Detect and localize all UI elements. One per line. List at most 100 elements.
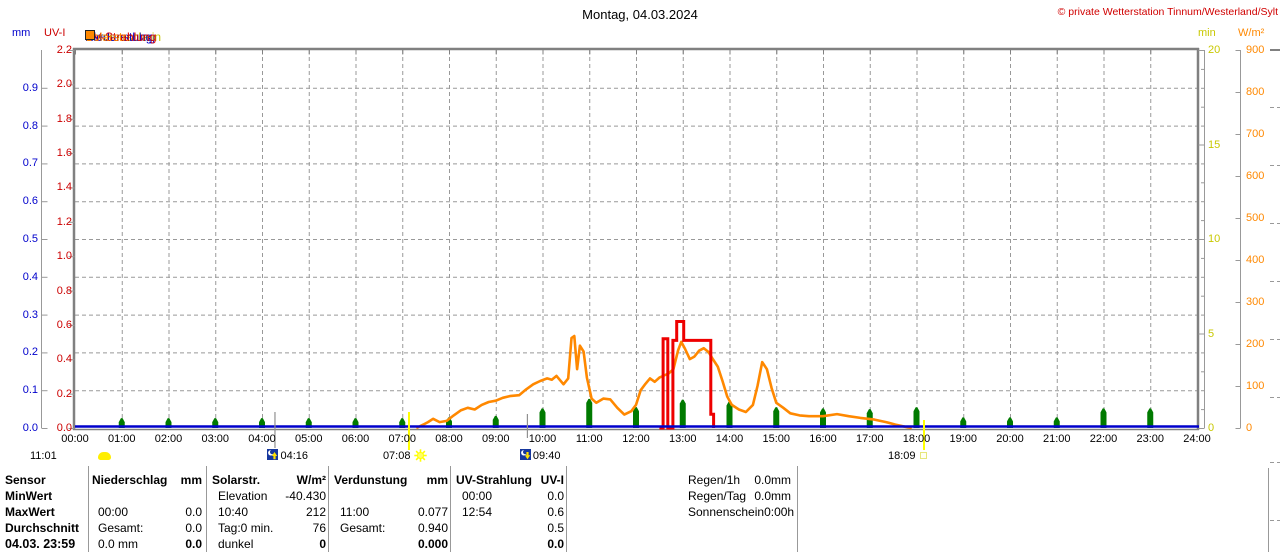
verdunstung-bar [586,398,593,428]
x-axis-tick-label: 02:00 [154,433,183,445]
table-row-label: Sensor [5,473,46,487]
mm-tick-label: 0.6 [22,195,38,208]
extra-label: Regen/Tag [688,489,747,503]
table-row-label: 04.03. 23:59 [5,537,76,551]
verdunstung-bar [492,415,499,428]
min-tick-label: 10 [1208,233,1221,245]
legend-swatch [85,30,95,40]
table-cell-row: 10:40 212 [212,505,326,519]
cell-value: 0.0 [547,537,564,551]
table-cell-row: 00:00 0.0 [456,489,564,503]
cell-value: 0 [319,537,326,551]
mm-tick-label: 0.7 [22,157,38,170]
moonset-time-label: 09:40 [532,450,561,462]
cell-value: 0.000 [417,537,448,551]
table-cell-row [334,489,448,503]
cell-value: 0.6 [547,505,564,519]
x-axis-tick-label: 16:00 [809,433,837,445]
verdunstung-bar [820,408,826,428]
legend-label: Niederschlag [85,30,156,44]
column-name: UV-Strahlung [456,473,533,487]
uvi-tick-label: 1.8 [56,112,72,125]
uvi-tick-label: 0.8 [56,284,72,297]
legend-label: UV-Strahlung [85,30,157,44]
min-tick-label: 20 [1208,44,1221,56]
cell-value: 212 [305,505,326,519]
table-cell-row: dunkel 0 [212,537,326,551]
uvi-tick-label: 0.4 [56,353,72,366]
cell-value: 0.0 [185,505,202,519]
right-axis-unit-wm2: W/m² [1238,27,1265,39]
day-length-sun-icon [98,452,111,460]
uvi-tick-label: 0.0 [56,422,72,434]
wm2-tick-label: 500 [1246,212,1265,224]
uv-line [659,320,716,430]
wm2-tick-label: 200 [1246,338,1265,350]
table-cell-row [92,489,202,503]
page-title: Montag, 04.03.2024 [582,7,698,22]
cell-value: 0.5 [547,521,564,535]
min-tick-label: 15 [1208,138,1221,151]
table-column-header: UV-Strahlung UV-I [456,473,564,487]
wm2-tick-label: 600 [1246,170,1265,182]
legend-item-solarstr: Solarstr. [85,30,129,44]
min-tick-label: 0 [1208,422,1215,434]
cell-name [456,537,462,551]
station-copyright: © private Wetterstation Tinnum/Westerlan… [1057,6,1278,18]
x-axis-tick-label: 20:00 [996,433,1024,445]
x-axis-tick-label: 13:00 [668,433,697,445]
verdunstung-bar [539,408,546,428]
x-axis-tick-label: 18:00 [902,433,931,445]
sunset-below-horizon-icon [919,452,927,459]
wm2-tick-label: 800 [1246,86,1265,98]
wm2-tick-label: 0 [1246,422,1253,434]
uvi-tick-label: 1.4 [56,181,72,194]
x-axis-tick-label: 08:00 [435,433,463,445]
cell-name: 10:40 [218,505,249,519]
uvi-tick-label: 1.6 [56,147,72,160]
x-axis-tick-label: 15:00 [762,433,791,445]
table-cell-row: Elevation -40.430 [212,489,326,503]
x-axis-tick-label: 03:00 [201,433,230,445]
x-axis-tick-label: 04:00 [248,433,276,445]
table-column-header: Niederschlag mm [92,473,202,487]
cell-value: 0.0 [185,521,202,535]
mm-tick-label: 0.4 [22,270,38,283]
extra-summary-row: Regen/1h 0.0mm [688,473,791,487]
extra-value: 0:00h [764,505,795,519]
wm2-tick-label: 900 [1246,44,1265,56]
legend-label: Verdunstung [85,30,153,44]
cell-name: 12:54 [462,505,493,519]
x-axis-tick-label: 05:00 [294,433,323,445]
wm2-tick-label: 700 [1246,128,1265,140]
mm-tick-label: 0.3 [22,308,38,321]
verdunstung-bar [1147,408,1154,428]
moonrise-icon [267,449,279,460]
sunrise-time-label: 07:08 [382,450,411,462]
cell-name: Gesamt: [98,521,144,535]
cell-value: 0.940 [417,521,448,535]
table-cell-row: 00:00 0.0 [92,505,202,519]
table-cell-row: 0.000 [334,537,448,551]
table-column-header: Verdunstung mm [334,473,448,487]
moonset-icon [519,449,531,460]
wm2-tick-label: 300 [1246,296,1265,308]
verdunstung-bar [726,401,733,428]
mm-tick-label: 0.9 [22,81,38,94]
uvi-tick-label: 0.6 [56,318,72,331]
cell-name: Tag:0 min. [218,521,274,535]
mm-tick-label: 0.5 [22,233,38,245]
table-cell-row: 0.5 [456,521,564,535]
legend-label: Solarstr. [85,30,130,44]
wm2-tick-label: 400 [1246,254,1265,266]
wm2-tick-label: 100 [1246,380,1265,392]
uvi-tick-label: 0.2 [56,387,72,400]
uvi-tick-label: 1.0 [56,250,72,263]
cell-name: 11:00 [340,505,370,519]
verdunstung-bar [1100,408,1107,428]
sunset-time-label: 18:09 [887,450,916,462]
extra-label: Sonnenschein [688,505,765,519]
x-axis-tick-label: 12:00 [622,433,650,445]
